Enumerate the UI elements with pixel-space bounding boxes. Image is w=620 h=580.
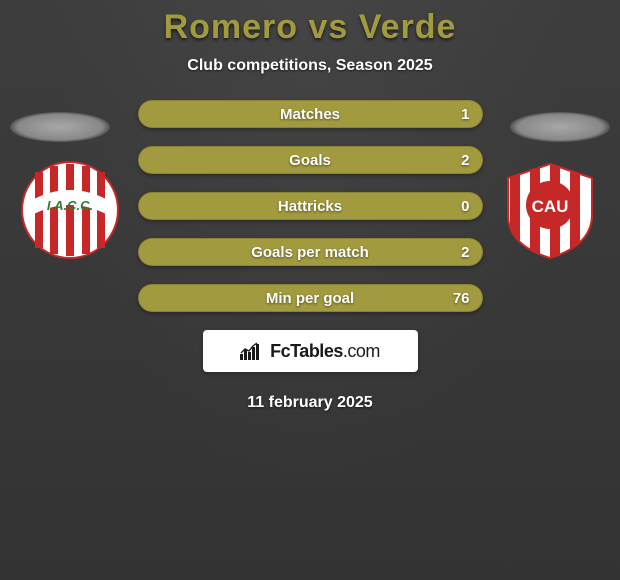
stat-label: Matches [280,106,340,123]
stat-label: Min per goal [266,290,354,307]
crest-right-icon: CAU [500,160,600,260]
date-line: 11 february 2025 [0,394,620,412]
stat-row: Goals per match 2 [138,238,483,266]
svg-text:I.A.C.C.: I.A.C.C. [47,198,93,213]
branding-suffix: .com [343,341,380,361]
branding-link[interactable]: FcTables.com [203,330,418,372]
bar-chart-icon [240,342,262,360]
stats-list: Matches 1 Goals 2 Hattricks 0 Goals per … [138,100,483,312]
player-left-placeholder [10,112,110,142]
page-title: Romero vs Verde [0,8,620,47]
crest-left-icon: I.A.C.C. [20,160,120,260]
stat-row: Matches 1 [138,100,483,128]
branding-text: FcTables.com [270,341,380,362]
stat-value-right: 2 [461,152,469,169]
stat-row: Min per goal 76 [138,284,483,312]
stat-row: Goals 2 [138,146,483,174]
content-area: I.A.C.C. CAU [0,100,620,412]
club-crest-right: CAU [500,160,600,260]
stat-value-right: 2 [461,244,469,261]
comparison-card: Romero vs Verde Club competitions, Seaso… [0,0,620,412]
branding-name: FcTables [270,341,343,361]
svg-text:CAU: CAU [532,197,569,216]
subtitle: Club competitions, Season 2025 [0,57,620,75]
stat-row: Hattricks 0 [138,192,483,220]
player-right-placeholder [510,112,610,142]
club-crest-left: I.A.C.C. [20,160,120,260]
stat-label: Goals per match [251,244,369,261]
stat-label: Hattricks [278,198,342,215]
stat-value-right: 1 [461,106,469,123]
stat-label: Goals [289,152,331,169]
stat-value-right: 0 [461,198,469,215]
stat-value-right: 76 [453,290,470,307]
